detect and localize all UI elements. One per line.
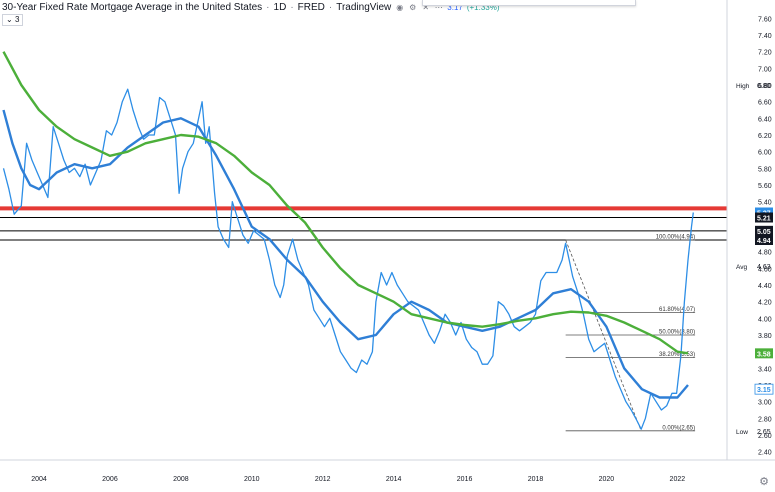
- y-tick-label: 6.60: [758, 100, 772, 107]
- y-tick-label: 2.80: [758, 416, 772, 423]
- fib-level-label: 0.00%(2.65): [662, 425, 695, 431]
- x-tick-label: 2006: [102, 476, 118, 483]
- x-tick-label: 2010: [244, 476, 260, 483]
- y-tick-label: 4.60: [758, 266, 772, 273]
- x-tick-label: 2016: [457, 476, 473, 483]
- gear-icon[interactable]: ⚙: [759, 476, 769, 488]
- series-ma_green: [2, 51, 689, 355]
- y-tick-label: 6.20: [758, 133, 772, 140]
- price-label-value: 2.65: [757, 429, 771, 436]
- price-label-box: [755, 212, 773, 223]
- x-tick-label: 2022: [670, 476, 686, 483]
- y-tick-label: 3.80: [758, 333, 772, 340]
- y-tick-label: 4.00: [758, 316, 772, 323]
- close-icon[interactable]: ✕: [422, 3, 430, 12]
- y-tick-label: 7.60: [758, 16, 772, 23]
- price-label-tag: High: [736, 83, 750, 90]
- x-tick-label: 2012: [315, 476, 331, 483]
- settings-icon[interactable]: ⚙: [409, 3, 417, 12]
- fib-level-label: 61.80%(4.07): [659, 307, 695, 313]
- y-tick-label: 6.00: [758, 150, 772, 157]
- toolbar-popup: [422, 0, 636, 6]
- x-tick-label: 2020: [599, 476, 615, 483]
- y-tick-label: 6.80: [758, 83, 772, 90]
- price-label-value: 3.15: [757, 387, 771, 394]
- y-tick-label: 7.20: [758, 50, 772, 57]
- y-tick-label: 2.60: [758, 433, 772, 440]
- price-label-box: [754, 383, 774, 395]
- y-tick-label: 4.80: [758, 250, 772, 257]
- platform-label: TradingView: [336, 2, 392, 13]
- series-price: [2, 88, 694, 430]
- y-tick-label: 4.40: [758, 283, 772, 290]
- x-tick-label: 2004: [31, 476, 47, 483]
- chart-title: 30-Year Fixed Rate Mortgage Average in t…: [2, 2, 263, 13]
- y-tick-label: 3.40: [758, 366, 772, 373]
- price-label-value: 4.94: [757, 238, 771, 245]
- interval-label[interactable]: 1D: [273, 2, 287, 13]
- fib-level-label: 38.20%(3.53): [659, 352, 695, 358]
- price-label-box: [755, 225, 773, 236]
- y-tick-label: 4.20: [758, 300, 772, 307]
- price-label-value: 3.58: [757, 351, 771, 358]
- y-tick-label: 3.00: [758, 400, 772, 407]
- y-tick-label: 7.40: [758, 33, 772, 40]
- price-label-value: 5.21: [757, 216, 771, 223]
- last-value: 3.17: [447, 3, 463, 12]
- price-label-value: 6.80: [757, 83, 771, 90]
- x-tick-label: 2008: [173, 476, 189, 483]
- y-tick-label: 5.80: [758, 166, 772, 173]
- price-label-value: 5.05: [757, 229, 771, 236]
- fib-level-label: 100.00%(4.94): [656, 235, 695, 241]
- fib-trend-line: [565, 239, 642, 431]
- y-tick-label: 5.60: [758, 183, 772, 190]
- x-tick-label: 2014: [386, 476, 402, 483]
- price-label-tag: Low: [736, 429, 748, 436]
- y-tick-label: 2.40: [758, 450, 772, 457]
- eye-icon[interactable]: ◉: [396, 3, 404, 12]
- y-tick-label: 7.00: [758, 66, 772, 73]
- fib-level-label: 50.00%(3.80): [659, 330, 695, 336]
- collapse-indicator[interactable]: ⌄ 3: [2, 14, 24, 26]
- x-tick-label: 2018: [528, 476, 544, 483]
- price-label-box: [755, 235, 773, 245]
- price-label-value: 4.63: [757, 264, 771, 271]
- change-value: (+1.33%): [466, 3, 500, 12]
- more-icon[interactable]: ⋯: [434, 3, 443, 12]
- price-label-tag: Avg: [736, 264, 747, 271]
- series-ma_blue: [2, 109, 689, 399]
- y-tick-label: 5.40: [758, 200, 772, 207]
- indicator-count: 3: [14, 15, 20, 24]
- chart-header: 30-Year Fixed Rate Mortgage Average in t…: [2, 2, 500, 13]
- source-label: FRED: [297, 2, 325, 13]
- chevron-down-icon: ⌄: [6, 15, 13, 24]
- y-tick-label: 6.40: [758, 116, 772, 123]
- price-label-box: [755, 348, 773, 359]
